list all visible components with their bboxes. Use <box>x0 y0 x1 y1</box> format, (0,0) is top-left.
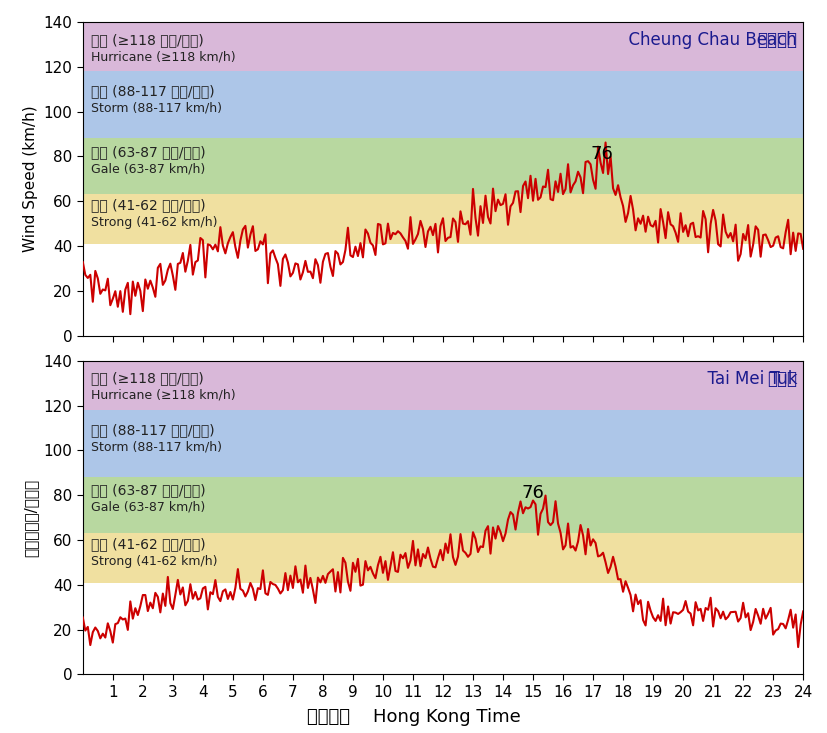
Text: 颶風 (≥118 公里/小時): 颶風 (≥118 公里/小時) <box>91 33 203 47</box>
Text: Strong (41-62 km/h): Strong (41-62 km/h) <box>91 216 218 229</box>
Text: 強風 (41-62 公里/小時): 強風 (41-62 公里/小時) <box>91 199 206 213</box>
Text: 颶風 (≥118 公里/小時): 颶風 (≥118 公里/小時) <box>91 372 203 386</box>
Text: 強風 (41-62 公里/小時): 強風 (41-62 公里/小時) <box>91 537 206 551</box>
Y-axis label: 風速（公里/小時）: 風速（公里/小時） <box>23 479 38 556</box>
Text: Tai Mei Tuk: Tai Mei Tuk <box>696 369 796 388</box>
Text: 76: 76 <box>521 484 544 502</box>
Bar <box>83 477 802 533</box>
Text: Storm (88-117 km/h): Storm (88-117 km/h) <box>91 441 222 454</box>
Text: 烈風 (63-87 公里/小時): 烈風 (63-87 公里/小時) <box>91 145 206 159</box>
Text: Hurricane (≥118 km/h): Hurricane (≥118 km/h) <box>91 389 236 402</box>
Text: 香港時間    Hong Kong Time: 香港時間 Hong Kong Time <box>307 707 520 726</box>
Text: 暴風 (88-117 公里/小時): 暴風 (88-117 公里/小時) <box>91 423 214 437</box>
Bar <box>83 20 802 71</box>
Text: 暴風 (88-117 公里/小時): 暴風 (88-117 公里/小時) <box>91 84 214 98</box>
Text: 長洲泳灘: 長洲泳灘 <box>756 31 796 49</box>
Text: Cheung Chau Beach: Cheung Chau Beach <box>618 31 796 49</box>
Text: Storm (88-117 km/h): Storm (88-117 km/h) <box>91 102 222 115</box>
Text: Hurricane (≥118 km/h): Hurricane (≥118 km/h) <box>91 51 236 63</box>
Bar <box>83 194 802 244</box>
Text: 大美督: 大美督 <box>767 369 796 388</box>
Text: 76: 76 <box>590 145 613 163</box>
Bar <box>83 139 802 194</box>
Bar <box>83 533 802 583</box>
Bar <box>83 410 802 477</box>
Bar <box>83 358 802 410</box>
Text: 烈風 (63-87 公里/小時): 烈風 (63-87 公里/小時) <box>91 484 206 498</box>
Text: Strong (41-62 km/h): Strong (41-62 km/h) <box>91 555 218 568</box>
Y-axis label: Wind Speed (km/h): Wind Speed (km/h) <box>23 106 38 252</box>
Text: Gale (63-87 km/h): Gale (63-87 km/h) <box>91 501 205 514</box>
Text: Gale (63-87 km/h): Gale (63-87 km/h) <box>91 162 205 175</box>
Bar <box>83 71 802 139</box>
